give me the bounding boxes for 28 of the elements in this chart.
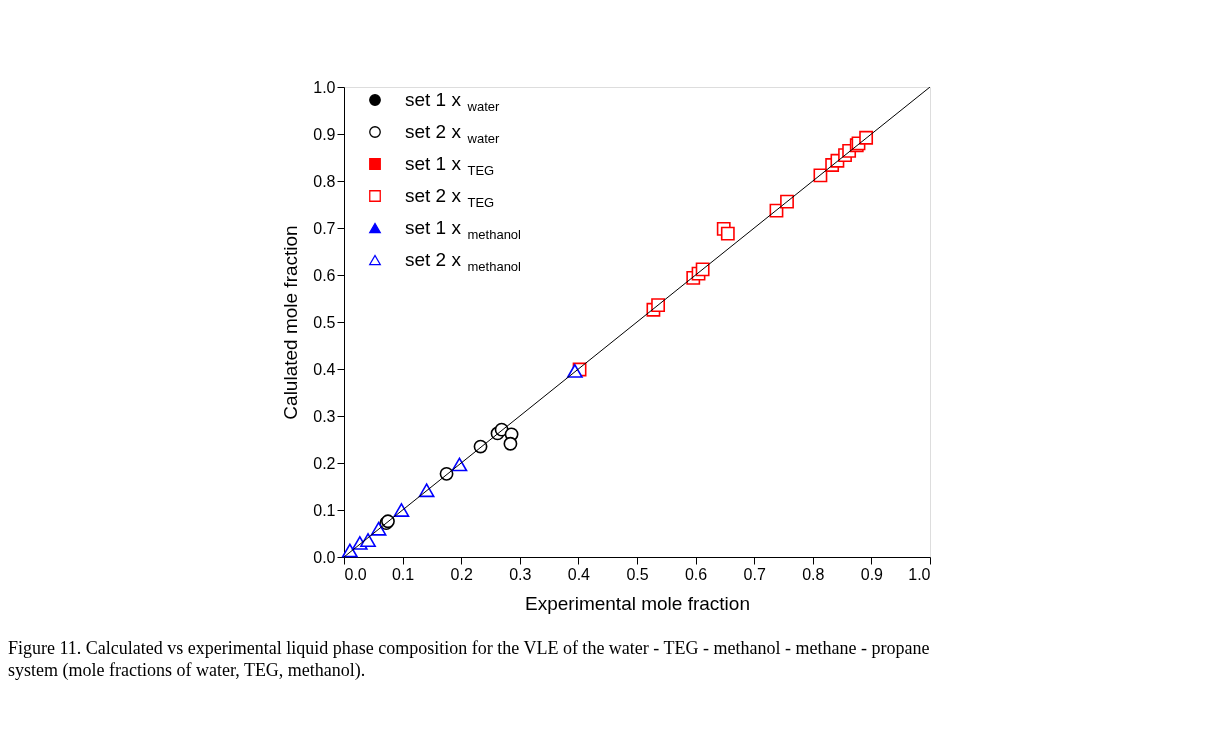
x-axis-title: Experimental mole fraction [525,592,750,614]
point [720,226,735,241]
x-tick-label: 0.7 [743,565,766,583]
y-tick-label: 0.7 [313,219,336,237]
caption: Figure 11. Calculated vs experimental liquid phase composition for the VLE of the water - TEG - methanol - methane - propane system (mole fractions of water, TEG, methanol). [8,638,930,681]
x-tick-label: 0.5 [626,565,649,583]
y-tick-label: 0.1 [313,501,336,519]
y-tick-label: 0.4 [313,360,336,378]
y-tick-label: 0.8 [313,172,336,190]
y-tick-label: 0.5 [313,313,336,331]
x-tick-label: 0.1 [391,565,415,583]
x-tick-label: 1.0 [908,565,931,583]
y-tick-label: 0.6 [313,266,336,284]
x-tick-label: 0.3 [509,565,532,583]
x-tick-label: 0.8 [802,565,825,583]
x-tick-label: 0.6 [684,565,708,583]
x-tick-label: 0.9 [860,565,884,583]
y-tick-label: 0.9 [313,125,336,143]
y-tick-label: 0.0 [313,548,336,566]
y-axis-title: Calulated mole fraction [280,225,302,420]
point [503,436,518,451]
y-tick-label: 0.3 [313,407,336,425]
y-tick-label: 0.2 [313,454,336,472]
y-tick-label: 1.0 [313,78,336,96]
x-tick-label: 0.2 [450,565,473,583]
point [360,533,376,547]
x-tick-label: 0.4 [567,565,591,583]
x-tick-label: 0.0 [344,565,367,583]
